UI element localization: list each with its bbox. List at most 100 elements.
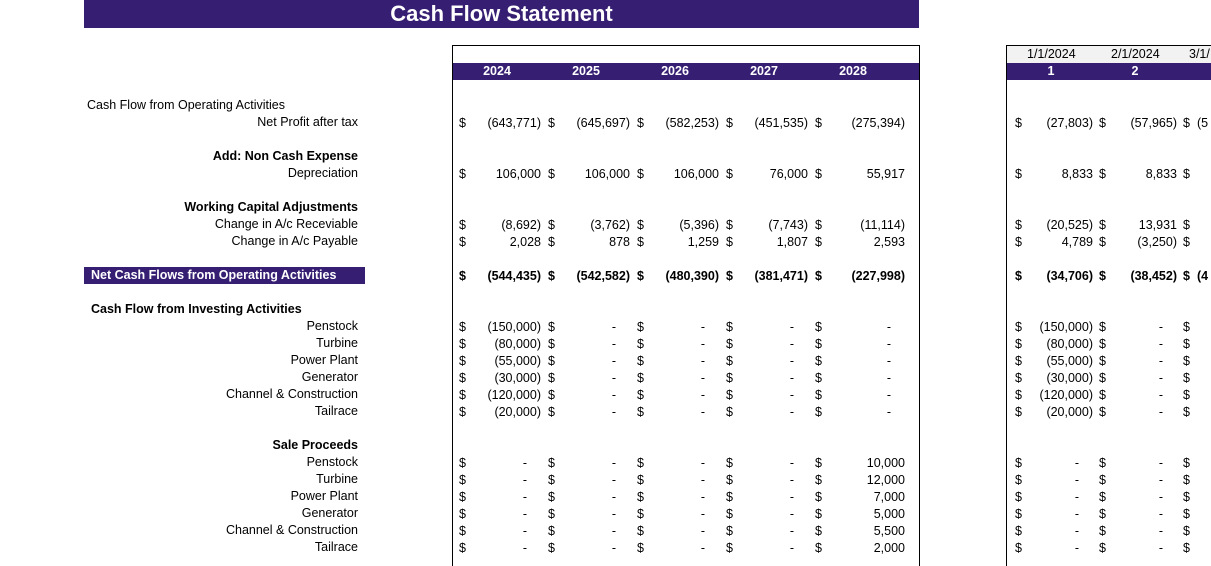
cell-value[interactable]: 12,000: [866, 473, 905, 487]
cell-value[interactable]: (4: [1197, 269, 1209, 283]
cell-value[interactable]: -: [886, 354, 891, 368]
cell-value[interactable]: (451,535): [754, 116, 808, 130]
cell-value[interactable]: -: [1158, 507, 1163, 521]
cell-value[interactable]: (3,762): [590, 218, 630, 232]
cell-value[interactable]: -: [789, 456, 794, 470]
cell-value[interactable]: -: [789, 337, 794, 351]
cell-value[interactable]: 106,000: [673, 167, 719, 181]
cell-value[interactable]: -: [1158, 388, 1163, 402]
cell-value[interactable]: -: [700, 456, 705, 470]
cell-value[interactable]: -: [789, 473, 794, 487]
cell-value[interactable]: -: [1158, 354, 1163, 368]
cell-value[interactable]: -: [789, 507, 794, 521]
cell-value[interactable]: -: [789, 354, 794, 368]
cell-value[interactable]: -: [611, 354, 616, 368]
cell-value[interactable]: -: [1158, 473, 1163, 487]
cell-value[interactable]: 8,833: [1061, 167, 1093, 181]
cell-value[interactable]: 8,833: [1145, 167, 1177, 181]
cell-value[interactable]: -: [1074, 490, 1079, 504]
cell-value[interactable]: 4,789: [1061, 235, 1093, 249]
cell-value[interactable]: -: [522, 473, 527, 487]
cell-value[interactable]: -: [611, 320, 616, 334]
cell-value[interactable]: (5: [1197, 116, 1209, 130]
cell-value[interactable]: -: [1158, 371, 1163, 385]
cell-value[interactable]: -: [611, 388, 616, 402]
cell-value[interactable]: -: [1158, 337, 1163, 351]
cell-value[interactable]: (150,000): [1039, 320, 1093, 334]
cell-value[interactable]: (3,250): [1137, 235, 1177, 249]
cell-value[interactable]: (227,998): [851, 269, 905, 283]
cell-value[interactable]: -: [700, 473, 705, 487]
cell-value[interactable]: -: [700, 490, 705, 504]
cell-value[interactable]: -: [611, 490, 616, 504]
cell-value[interactable]: -: [1074, 507, 1079, 521]
cell-value[interactable]: -: [1158, 320, 1163, 334]
cell-value[interactable]: -: [611, 371, 616, 385]
cell-value[interactable]: -: [611, 541, 616, 555]
cell-value[interactable]: (57,965): [1130, 116, 1177, 130]
cell-value[interactable]: (38,452): [1130, 269, 1177, 283]
cell-value[interactable]: (542,582): [576, 269, 630, 283]
cell-value[interactable]: -: [886, 320, 891, 334]
cell-value[interactable]: 1,807: [776, 235, 808, 249]
cell-value[interactable]: -: [886, 405, 891, 419]
cell-value[interactable]: (120,000): [1039, 388, 1093, 402]
cell-value[interactable]: 2,028: [509, 235, 541, 249]
cell-value[interactable]: -: [700, 507, 705, 521]
cell-value[interactable]: -: [700, 405, 705, 419]
cell-value[interactable]: -: [611, 507, 616, 521]
cell-value[interactable]: -: [789, 490, 794, 504]
cell-value[interactable]: -: [611, 337, 616, 351]
cell-value[interactable]: 1,259: [687, 235, 719, 249]
cell-value[interactable]: -: [522, 541, 527, 555]
cell-value[interactable]: (30,000): [1046, 371, 1093, 385]
cell-value[interactable]: -: [1074, 524, 1079, 538]
cell-value[interactable]: (11,114): [860, 218, 905, 232]
cell-value[interactable]: -: [611, 405, 616, 419]
cell-value[interactable]: -: [1074, 541, 1079, 555]
cell-value[interactable]: -: [522, 524, 527, 538]
cell-value[interactable]: -: [886, 371, 891, 385]
cell-value[interactable]: (480,390): [665, 269, 719, 283]
cell-value[interactable]: (34,706): [1046, 269, 1093, 283]
cell-value[interactable]: 5,500: [873, 524, 905, 538]
cell-value[interactable]: 10,000: [866, 456, 905, 470]
cell-value[interactable]: -: [700, 524, 705, 538]
cell-value[interactable]: 7,000: [873, 490, 905, 504]
cell-value[interactable]: -: [1158, 405, 1163, 419]
cell-value[interactable]: -: [1074, 456, 1079, 470]
cell-value[interactable]: (5,396): [679, 218, 719, 232]
cell-value[interactable]: (55,000): [1046, 354, 1093, 368]
cell-value[interactable]: -: [522, 490, 527, 504]
cell-value[interactable]: -: [700, 354, 705, 368]
cell-value[interactable]: (80,000): [1046, 337, 1093, 351]
cell-value[interactable]: 2,593: [873, 235, 905, 249]
cell-value[interactable]: (120,000): [487, 388, 541, 402]
cell-value[interactable]: -: [700, 337, 705, 351]
cell-value[interactable]: -: [611, 524, 616, 538]
cell-value[interactable]: 76,000: [769, 167, 808, 181]
cell-value[interactable]: -: [700, 541, 705, 555]
cell-value[interactable]: 5,000: [873, 507, 905, 521]
cell-value[interactable]: -: [1158, 524, 1163, 538]
cell-value[interactable]: -: [789, 388, 794, 402]
cell-value[interactable]: (80,000): [494, 337, 541, 351]
cell-value[interactable]: -: [700, 320, 705, 334]
cell-value[interactable]: -: [700, 388, 705, 402]
cell-value[interactable]: (20,000): [1046, 405, 1093, 419]
cell-value[interactable]: 55,917: [866, 167, 905, 181]
cell-value[interactable]: (20,000): [494, 405, 541, 419]
cell-value[interactable]: -: [522, 456, 527, 470]
cell-value[interactable]: (381,471): [754, 269, 808, 283]
cell-value[interactable]: 878: [609, 235, 630, 249]
cell-value[interactable]: (8,692): [501, 218, 541, 232]
cell-value[interactable]: -: [611, 473, 616, 487]
cell-value[interactable]: -: [1158, 456, 1163, 470]
cell-value[interactable]: (544,435): [487, 269, 541, 283]
cell-value[interactable]: (27,803): [1046, 116, 1093, 130]
cell-value[interactable]: -: [1158, 541, 1163, 555]
cell-value[interactable]: 106,000: [495, 167, 541, 181]
cell-value[interactable]: (55,000): [494, 354, 541, 368]
cell-value[interactable]: (275,394): [851, 116, 905, 130]
cell-value[interactable]: 106,000: [584, 167, 630, 181]
